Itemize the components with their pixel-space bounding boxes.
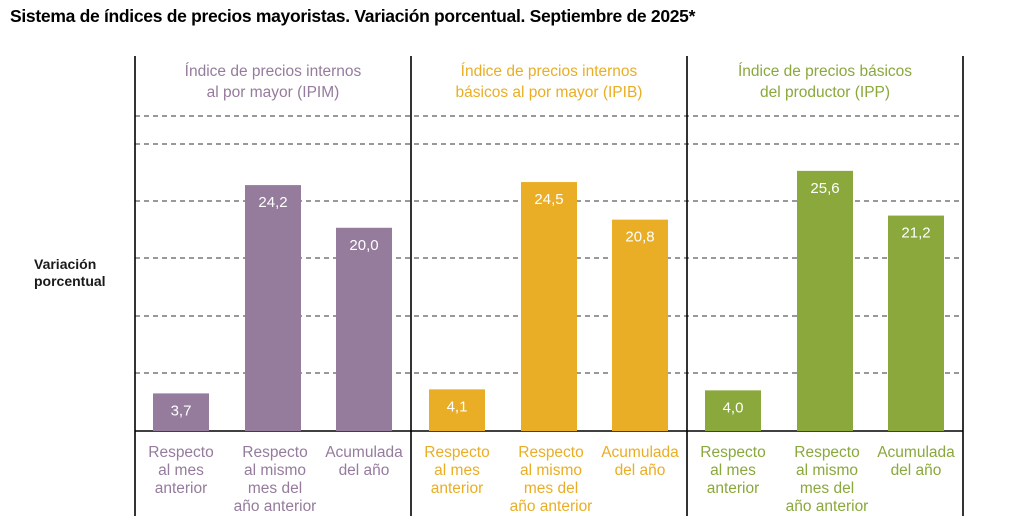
category-label-line: al mismo xyxy=(520,462,582,479)
bar-value-label: 3,7 xyxy=(171,402,192,419)
panel-header-line: básicos al por mayor (IPIB) xyxy=(456,84,643,101)
bar-ipim-3 xyxy=(336,227,392,431)
category-label-line: año anterior xyxy=(786,498,869,515)
bar-ipp-2 xyxy=(797,170,853,431)
panel-header-line: Índice de precios internos xyxy=(185,63,362,80)
panel-header-line: Índice de precios internos xyxy=(461,63,638,80)
category-label-line: al mes xyxy=(434,462,480,479)
category-label-line: Respecto xyxy=(700,444,765,461)
category-label-line: mes del xyxy=(524,480,578,497)
bar-ipp-3 xyxy=(888,215,944,431)
y-axis-label: Variación porcentual xyxy=(34,256,106,290)
bar-ipib-1 xyxy=(429,389,485,431)
chart-title: Sistema de índices de precios mayoristas… xyxy=(10,6,696,26)
category-label-line: del año xyxy=(891,462,942,479)
category-label-line: Respecto xyxy=(794,444,859,461)
category-label-line: Acumulada xyxy=(325,444,403,461)
category-label-line: año anterior xyxy=(234,498,317,515)
bar-ipim-1 xyxy=(153,393,209,431)
bar-value-label: 20,0 xyxy=(349,237,378,254)
category-label-line: anterior xyxy=(431,480,484,497)
category-label-line: Respecto xyxy=(148,444,213,461)
category-label-line: al mismo xyxy=(796,462,858,479)
bar-value-label: 4,1 xyxy=(447,398,468,415)
category-label-line: anterior xyxy=(155,480,208,497)
category-label-line: Respecto xyxy=(242,444,307,461)
bar-value-label: 25,6 xyxy=(810,180,839,197)
category-label-line: anterior xyxy=(707,480,760,497)
bar-value-label: 24,5 xyxy=(534,191,563,208)
bar-value-label: 24,2 xyxy=(258,194,287,211)
panel-header-line: del productor (IPP) xyxy=(760,84,890,101)
category-label-line: año anterior xyxy=(510,498,593,515)
category-label-line: Acumulada xyxy=(877,444,955,461)
category-label-line: Respecto xyxy=(518,444,583,461)
y-axis-label-line: Variación xyxy=(34,256,97,272)
y-axis-label-line: porcentual xyxy=(34,273,106,289)
bar-value-label: 21,2 xyxy=(901,225,930,242)
bar-ipim-2 xyxy=(245,185,301,431)
category-label-line: al mes xyxy=(710,462,756,479)
category-label-line: Acumulada xyxy=(601,444,679,461)
bar-value-label: 4,0 xyxy=(723,399,744,416)
panel-header-line: al por mayor (IPIM) xyxy=(207,84,340,101)
category-label-line: Respecto xyxy=(424,444,489,461)
category-label-line: mes del xyxy=(248,480,302,497)
bar-ipib-2 xyxy=(521,182,577,431)
bar-value-label: 20,8 xyxy=(625,229,654,246)
category-label-line: al mismo xyxy=(244,462,306,479)
category-label-line: del año xyxy=(615,462,666,479)
category-label-line: al mes xyxy=(158,462,204,479)
category-label-line: del año xyxy=(339,462,390,479)
category-label-line: mes del xyxy=(800,480,854,497)
bar-ipib-3 xyxy=(612,219,668,431)
panel-header-line: Índice de precios básicos xyxy=(738,63,912,80)
bar-ipp-1 xyxy=(705,390,761,431)
